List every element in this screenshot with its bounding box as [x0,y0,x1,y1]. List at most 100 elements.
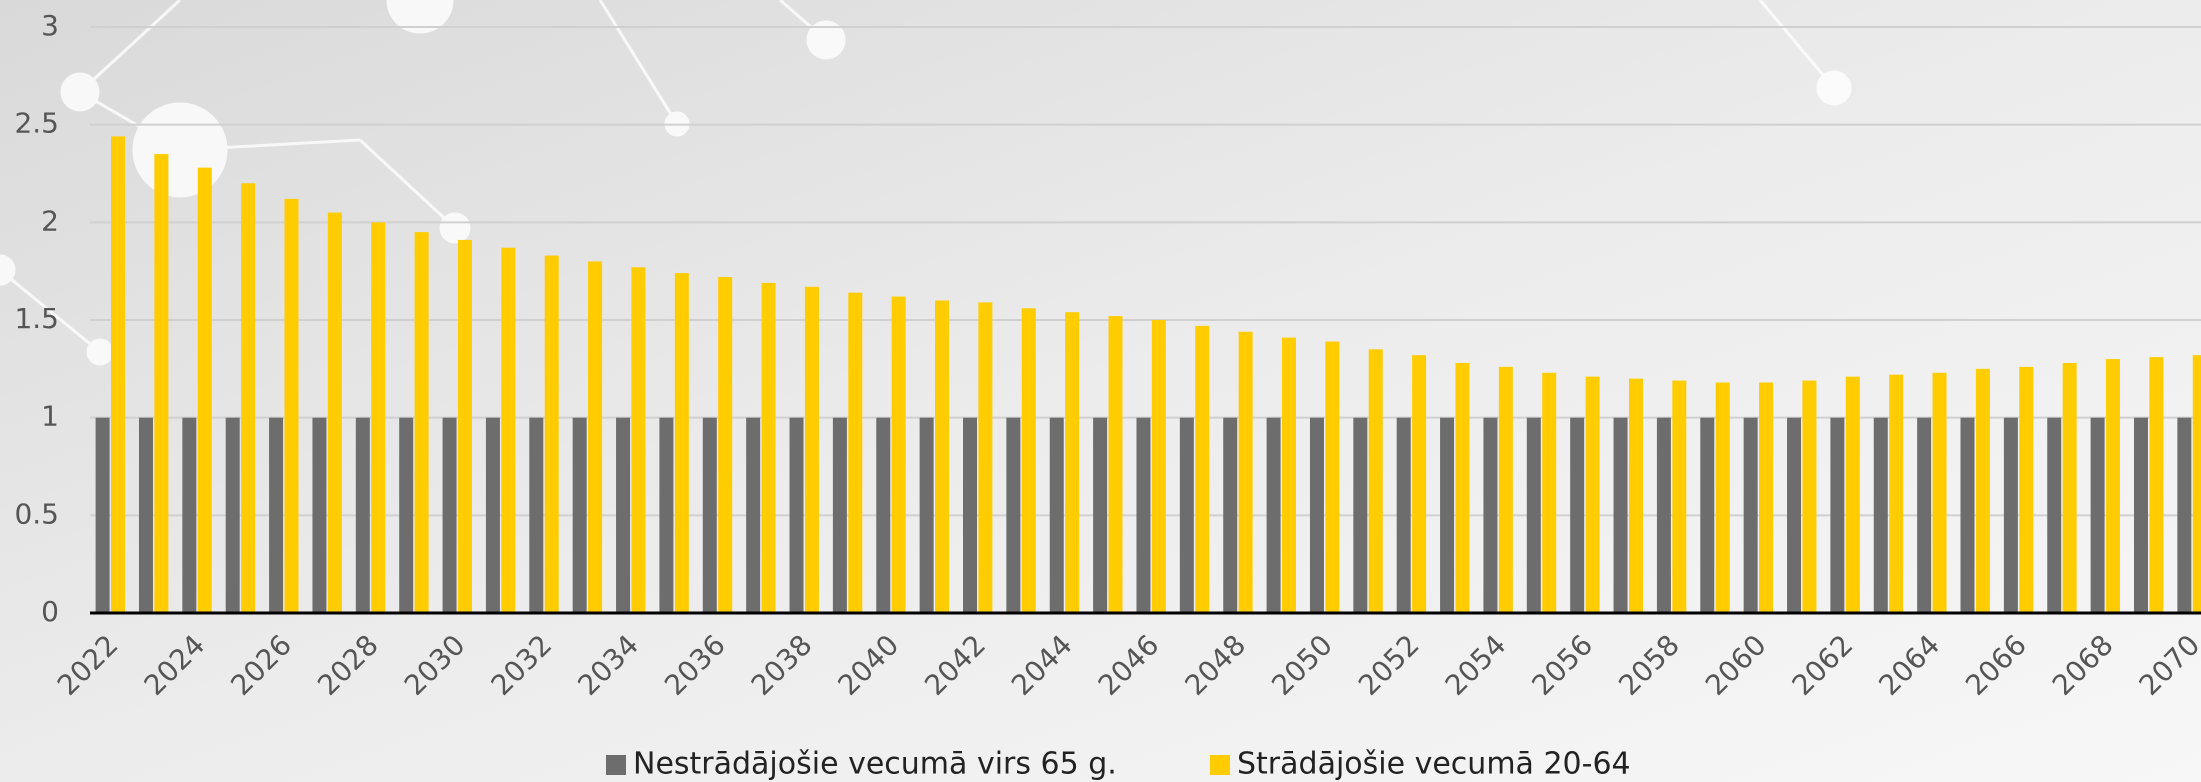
bar [1309,417,1324,613]
bar [154,153,169,613]
bar [1440,417,1455,613]
bar [1715,382,1730,613]
bar [746,417,761,613]
bar [197,167,212,613]
bar [2019,366,2034,613]
bar [2133,417,2148,613]
bar [1021,308,1036,613]
bar [832,417,847,613]
bar [1455,362,1470,613]
legend-label: Nestrādājošie vecumā virs 65 g. [633,747,1117,782]
bar [588,261,603,613]
bar [1266,417,1281,613]
bar [1889,374,1904,613]
bar [1396,417,1411,613]
bar [2192,355,2201,613]
bar [1585,376,1600,613]
bar [1917,417,1932,613]
bar [1223,417,1238,613]
bar [1136,417,1151,613]
bar [457,239,472,613]
bar [1975,368,1990,613]
bar [414,232,429,613]
bar [1108,316,1123,613]
bar [2003,417,2018,613]
bar [501,247,516,613]
bar [572,417,587,613]
bar [1787,417,1802,613]
bar [1700,417,1715,613]
bar [631,267,646,613]
bar [1613,417,1628,613]
y-tick-label: 1.5 [14,302,59,335]
bar [544,255,559,614]
bar [1960,417,1975,613]
legend-swatch [1210,755,1230,775]
bar [1570,417,1585,613]
bar [848,292,863,613]
bar [442,417,457,613]
bar [225,417,240,613]
bar [616,417,631,613]
legend-label: Strādājošie vecumā 20-64 [1237,747,1631,782]
bar [327,212,342,614]
bar [111,136,125,614]
bar [891,296,906,613]
y-tick-label: 3 [41,9,59,42]
bar [876,417,891,613]
bar [269,417,284,613]
bar [1151,320,1166,613]
bar [2106,359,2121,613]
bar [2062,362,2077,613]
bar [1049,417,1064,613]
bar [1628,378,1643,613]
bar [702,417,717,613]
bar [1873,417,1888,613]
bar [2090,417,2105,613]
bar [1006,417,1021,613]
bar [1368,349,1383,613]
bar [1065,312,1080,613]
bar [1526,417,1541,613]
bar [1759,382,1774,613]
bar [1179,417,1194,613]
bar [1830,417,1845,613]
bar [1672,380,1687,613]
bar [241,183,256,613]
bar [1093,417,1108,613]
y-tick-label: 0 [41,595,59,628]
y-tick-label: 2.5 [14,107,59,140]
bar [1802,380,1817,613]
bar [1238,331,1253,613]
bar [1325,341,1340,613]
bar [1412,355,1427,613]
bar [312,417,327,613]
bar [1932,372,1947,613]
bar [761,282,776,613]
bar [659,417,674,613]
decoration [0,0,1852,366]
bar [804,286,819,613]
bar [371,222,386,614]
bar [2177,417,2192,613]
bar [718,277,733,613]
bar [529,417,544,613]
legend-swatch [606,755,626,775]
bar [2047,417,2062,613]
y-tick-label: 1 [41,400,59,433]
bar [935,300,950,613]
bar [1483,417,1498,613]
bar [789,417,804,613]
y-tick-label: 2 [41,204,59,237]
bar [1498,366,1513,613]
bar [919,417,934,613]
bar [1195,325,1210,613]
bar [355,417,370,613]
bar [95,417,110,613]
bar [1656,417,1671,613]
bar [284,198,299,614]
bar [1743,417,1758,613]
y-tick-label: 0.5 [14,497,59,530]
